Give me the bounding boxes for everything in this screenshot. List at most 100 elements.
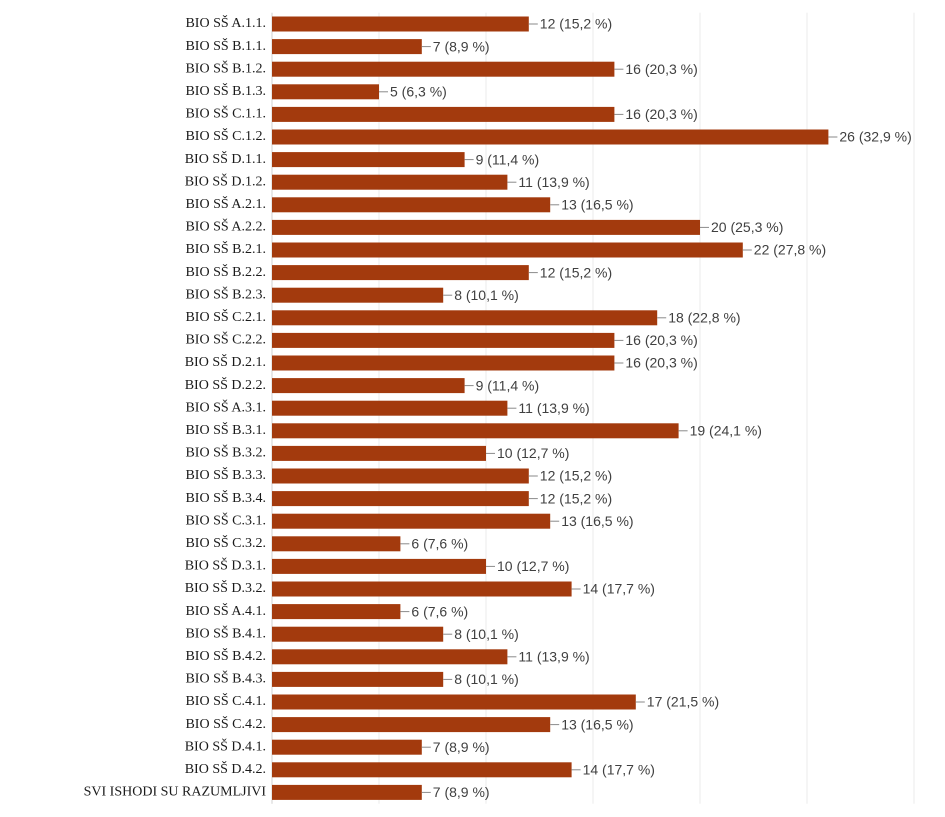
category-label: BIO SŠ B.1.1.: [185, 37, 266, 54]
category-label: BIO SŠ D.2.1.: [185, 353, 266, 370]
bar: [272, 694, 636, 710]
category-labels: BIO SŠ A.1.1. BIO SŠ B.1.1. BIO SŠ B.1.2. B…: [84, 14, 267, 799]
bar: [272, 310, 658, 326]
data-label: 16 (20,3 %): [625, 332, 697, 348]
bar: [272, 558, 486, 574]
data-label: 7 (8,9 %): [433, 784, 490, 800]
bar: [272, 423, 679, 439]
category-label: BIO SŠ A.3.1.: [185, 398, 266, 415]
category-label: BIO SŠ C.4.2.: [185, 715, 266, 732]
bar: [272, 174, 508, 190]
data-label: 12 (15,2 %): [540, 490, 612, 506]
bar: [272, 152, 465, 168]
data-label: 6 (7,6 %): [411, 603, 468, 619]
category-label: BIO SŠ B.3.2.: [185, 444, 266, 461]
data-label: 9 (11,4 %): [476, 377, 540, 393]
bar: [272, 39, 422, 55]
category-label: BIO SŠ A.1.1.: [185, 14, 266, 31]
category-label: BIO SŠ D.4.1.: [185, 737, 266, 754]
category-label: BIO SŠ A.4.1.: [185, 602, 266, 619]
bar: [272, 400, 508, 416]
bar: [272, 671, 444, 687]
bar: [272, 197, 551, 213]
data-label: 13 (16,5 %): [561, 716, 633, 732]
data-label: 8 (10,1 %): [454, 626, 519, 642]
data-label: 16 (20,3 %): [625, 61, 697, 77]
category-label: BIO SŠ C.2.1.: [185, 308, 266, 325]
category-label: BIO SŠ B.3.1.: [185, 421, 266, 438]
data-label: 10 (12,7 %): [497, 445, 569, 461]
bar: [272, 536, 401, 552]
data-label: 12 (15,2 %): [540, 468, 612, 484]
bar: [272, 468, 529, 484]
bar: [272, 513, 551, 529]
category-label: BIO SŠ C.1.2.: [185, 127, 266, 144]
category-label: BIO SŠ D.3.1.: [185, 557, 266, 574]
data-label: 11 (13,9 %): [518, 649, 589, 665]
data-label: 12 (15,2 %): [540, 16, 612, 32]
category-label: BIO SŠ C.4.1.: [185, 692, 266, 709]
data-label: 11 (13,9 %): [518, 400, 589, 416]
bar: [272, 61, 615, 77]
category-label: BIO SŠ B.4.3.: [185, 670, 266, 687]
bar: [272, 219, 700, 235]
bar: [272, 491, 529, 507]
category-label: BIO SŠ B.3.4.: [185, 489, 266, 506]
data-label: 11 (13,9 %): [518, 174, 589, 190]
data-label: 17 (21,5 %): [647, 694, 719, 710]
bar: [272, 626, 444, 642]
category-label: BIO SŠ A.2.1.: [185, 195, 266, 212]
data-label: 16 (20,3 %): [625, 355, 697, 371]
bar: [272, 762, 572, 778]
bar: [272, 265, 529, 281]
bar: [272, 84, 379, 100]
bar: [272, 581, 572, 597]
data-label: 8 (10,1 %): [454, 287, 519, 303]
bar: [272, 106, 615, 122]
data-label: 14 (17,7 %): [583, 581, 655, 597]
data-label: 26 (32,9 %): [839, 129, 911, 145]
category-label: BIO SŠ B.2.3.: [185, 285, 266, 302]
data-label: 7 (8,9 %): [433, 38, 490, 54]
data-label: 5 (6,3 %): [390, 84, 447, 100]
data-label: 22 (27,8 %): [754, 242, 826, 258]
category-label: BIO SŠ B.4.1.: [185, 624, 266, 641]
bar: [272, 445, 486, 461]
category-label: BIO SŠ C.2.2.: [185, 331, 266, 348]
data-label: 16 (20,3 %): [625, 106, 697, 122]
bar: [272, 355, 615, 371]
data-label: 6 (7,6 %): [411, 536, 468, 552]
data-label: 9 (11,4 %): [476, 151, 540, 167]
category-label: BIO SŠ C.3.1.: [185, 511, 266, 528]
category-label: BIO SŠ B.2.1.: [185, 240, 266, 257]
category-label: BIO SŠ B.1.2.: [185, 59, 266, 76]
category-label: BIO SŠ D.1.1.: [185, 150, 266, 167]
data-label: 14 (17,7 %): [583, 762, 655, 778]
category-label: BIO SŠ D.2.2.: [185, 376, 266, 393]
bar: [272, 378, 465, 394]
category-label: BIO SŠ B.3.3.: [185, 466, 266, 483]
bar: [272, 332, 615, 348]
category-label: BIO SŠ B.4.2.: [185, 647, 266, 664]
bar: [272, 242, 743, 258]
bar: [272, 649, 508, 665]
data-label: 19 (24,1 %): [690, 423, 762, 439]
bar: [272, 784, 422, 800]
category-label: BIO SŠ D.1.2.: [185, 172, 266, 189]
bar: [272, 717, 551, 733]
data-label: 20 (25,3 %): [711, 219, 783, 235]
data-label: 10 (12,7 %): [497, 558, 569, 574]
gridlines: [271, 12, 915, 804]
category-label: BIO SŠ B.2.2.: [185, 263, 266, 280]
bar: [272, 287, 444, 303]
data-label: 18 (22,8 %): [668, 310, 740, 326]
category-label: BIO SŠ A.2.2.: [185, 218, 266, 235]
category-label: BIO SŠ D.4.2.: [185, 760, 266, 777]
data-label: 13 (16,5 %): [561, 197, 633, 213]
bar: [272, 739, 422, 755]
category-label: BIO SŠ B.1.3.: [185, 82, 266, 99]
category-label: BIO SŠ D.3.2.: [185, 579, 266, 596]
data-labels: 12 (15,2 %) 7 (8,9 %) 16 (20,3 %) 5 (6,3 %)…: [379, 16, 912, 800]
